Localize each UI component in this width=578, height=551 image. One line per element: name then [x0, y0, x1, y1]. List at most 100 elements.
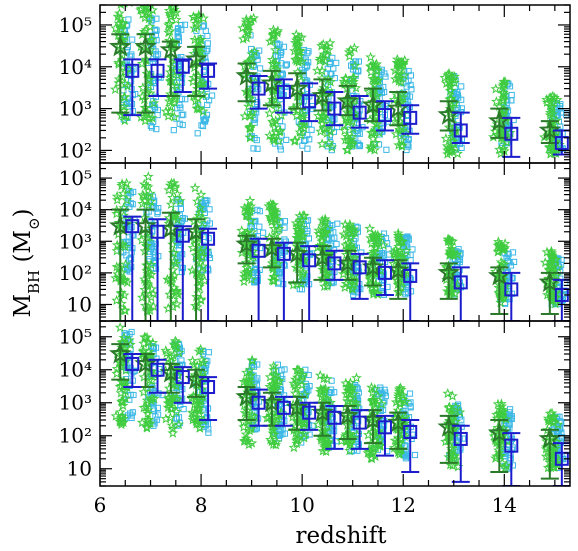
green-median-star: [235, 64, 258, 86]
data-star: [396, 139, 408, 151]
data-star: [315, 386, 326, 397]
data-star: [269, 209, 281, 220]
data-star: [243, 439, 255, 450]
data-square: [402, 450, 410, 458]
data-star: [369, 383, 381, 394]
data-star: [395, 122, 407, 133]
data-star: [240, 16, 252, 27]
data-star: [115, 387, 127, 398]
data-star: [546, 101, 557, 112]
y-tick-label: 10⁵: [59, 325, 92, 349]
panel-data: [109, 322, 570, 486]
data-star: [445, 85, 457, 96]
data-star: [298, 432, 310, 443]
data-star: [274, 125, 286, 136]
data-star: [243, 100, 254, 112]
x-tick-label: 10: [289, 493, 314, 517]
data-star: [139, 273, 150, 284]
blue-median-square: [150, 224, 165, 239]
data-star: [397, 59, 409, 70]
data-star: [321, 280, 333, 291]
data-star: [447, 431, 459, 442]
data-square: [206, 97, 213, 104]
data-star: [388, 94, 400, 105]
data-star: [142, 397, 154, 408]
data-star: [147, 300, 159, 311]
data-square: [327, 70, 334, 77]
data-square: [202, 118, 209, 125]
y-tick-label: 10⁴: [59, 198, 92, 222]
data-square: [454, 89, 461, 96]
data-star: [371, 118, 382, 129]
data-star: [292, 371, 303, 383]
data-star: [339, 125, 350, 136]
data-star: [365, 51, 376, 62]
data-star: [187, 355, 198, 366]
data-square: [379, 391, 386, 398]
data-star: [372, 390, 384, 401]
data-square: [128, 78, 135, 85]
data-star: [289, 380, 301, 391]
data-star: [245, 215, 257, 226]
data-star: [398, 394, 409, 405]
y-axis-title-sub: BH: [25, 270, 43, 294]
data-square: [180, 406, 187, 413]
x-tick-label: 8: [195, 493, 208, 517]
data-square: [199, 23, 207, 30]
data-star: [338, 119, 350, 130]
data-star: [340, 230, 352, 241]
data-square: [201, 117, 208, 124]
green-median-star: [311, 84, 334, 106]
data-star: [173, 418, 185, 430]
data-star: [545, 462, 557, 473]
data-star: [343, 46, 355, 57]
y-axis-title-unit-open: (M: [10, 230, 36, 270]
data-square: [178, 357, 185, 364]
data-star: [142, 336, 154, 347]
data-star: [442, 233, 454, 245]
data-star: [365, 452, 377, 463]
data-star: [147, 288, 159, 299]
blue-median-square: [327, 410, 342, 425]
data-star: [198, 12, 209, 23]
data-star: [369, 144, 380, 155]
data-star: [443, 70, 455, 81]
data-star: [371, 65, 383, 76]
data-star: [144, 113, 155, 124]
data-star: [113, 57, 124, 68]
data-star: [322, 421, 333, 432]
blue-median-square: [201, 231, 216, 246]
data-star: [113, 73, 125, 84]
data-star: [163, 382, 175, 394]
data-star: [267, 261, 279, 273]
data-star: [346, 282, 358, 293]
data-star: [238, 435, 250, 446]
blue-median-square: [377, 108, 392, 123]
data-star: [115, 406, 126, 417]
data-star: [111, 194, 123, 205]
blue-median-square: [504, 282, 519, 297]
y-tick-label: 10⁴: [59, 55, 92, 79]
data-star: [546, 250, 558, 261]
data-star: [321, 49, 333, 60]
data-star: [294, 217, 306, 228]
data-star: [315, 125, 326, 137]
data-star: [191, 20, 203, 31]
y-tick-label: 10²: [59, 138, 92, 162]
data-star: [337, 268, 349, 279]
data-star: [145, 195, 157, 207]
data-star: [325, 76, 336, 87]
data-square: [125, 244, 132, 251]
data-square: [458, 105, 465, 112]
data-square: [405, 143, 412, 150]
data-star: [118, 376, 130, 387]
data-square: [353, 384, 361, 391]
data-star: [241, 377, 253, 388]
data-star: [244, 131, 256, 142]
data-star: [121, 381, 133, 392]
data-square: [206, 220, 214, 227]
data-star: [160, 413, 172, 424]
data-star: [290, 82, 302, 93]
data-square: [382, 73, 389, 80]
data-square: [382, 235, 390, 242]
